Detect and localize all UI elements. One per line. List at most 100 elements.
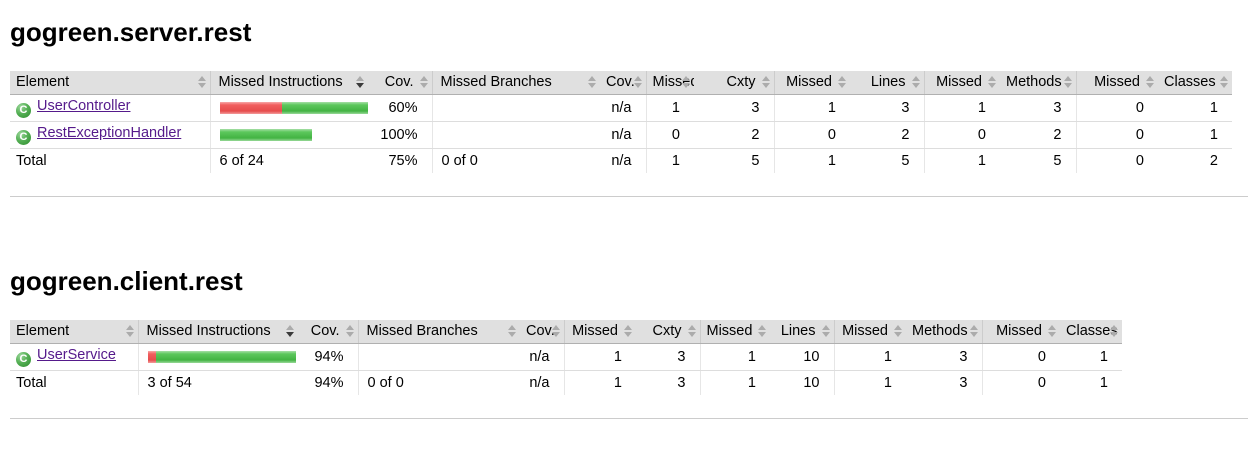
cell-total-instr-cov: 94%: [314, 374, 344, 391]
cell-missed-cxty: 0: [645, 121, 694, 149]
cell-total-methods: 5: [1053, 152, 1062, 169]
cell-total-cxty: 3: [677, 374, 686, 391]
sort-icon: [821, 325, 830, 338]
cell-branch-bar: [357, 343, 520, 371]
sort-icon: [1110, 325, 1118, 338]
column-header-cxty[interactable]: Cxty: [636, 320, 700, 344]
cell-lines: 10: [770, 343, 834, 371]
cell-total-missed-classes: 0: [1075, 148, 1158, 173]
column-header-classes[interactable]: Classes: [1060, 320, 1122, 344]
sort-icon: [682, 76, 690, 89]
cell-element: C UserService: [10, 343, 138, 371]
cell-total-lines: 5: [901, 152, 910, 169]
header-row: Element Missed Instructions Cov. Missed …: [10, 320, 1122, 344]
column-header-element[interactable]: Element: [10, 320, 138, 344]
cell-total-label: Total: [16, 152, 47, 169]
column-header-missed-methods[interactable]: Missed: [923, 71, 1000, 95]
column-header-branch-cov[interactable]: Cov.: [520, 320, 564, 344]
sort-icon: [1220, 76, 1228, 89]
cell-cxty: 3: [636, 343, 700, 371]
sort-desc-icon: [356, 76, 364, 89]
missed-instructions-bar: [147, 350, 156, 363]
column-header-missed-cxty[interactable]: Missed: [563, 320, 636, 344]
column-header-element[interactable]: Element: [10, 71, 210, 95]
column-header-instr-cov[interactable]: Cov.: [368, 71, 432, 95]
coverage-table: Element Missed Instructions Cov. Missed …: [10, 71, 1232, 173]
column-header-missed-methods[interactable]: Missed: [833, 320, 906, 344]
column-header-methods[interactable]: Methods: [906, 320, 982, 344]
cell-missed-cxty: 1: [645, 94, 694, 122]
column-header-cxty[interactable]: Cxty: [694, 71, 774, 95]
sort-icon: [1146, 76, 1154, 89]
column-header-missed-instructions[interactable]: Missed Instructions: [137, 320, 298, 344]
cell-classes: 1: [1158, 94, 1232, 122]
column-header-missed-classes[interactable]: Missed: [1075, 71, 1158, 95]
missed-instructions-bar: [219, 101, 282, 114]
cell-total-label: Total: [16, 374, 47, 391]
cell-total-missed-branches: 0 of 0: [357, 370, 520, 395]
cell-missed-methods: 1: [923, 94, 1000, 122]
table-row: C RestExceptionHandler 100% n/a 0 2 0 2 0…: [10, 121, 1232, 149]
sort-icon: [197, 76, 206, 89]
cell-total-cxty: 5: [751, 152, 760, 169]
column-header-branch-cov[interactable]: Cov.: [600, 71, 646, 95]
sort-icon: [969, 325, 978, 338]
cell-total-methods: 3: [959, 374, 968, 391]
cell-total-classes: 1: [1099, 374, 1108, 391]
sort-icon: [624, 325, 632, 338]
cell-cxty: 2: [694, 121, 774, 149]
element-link[interactable]: UserService: [37, 346, 116, 363]
section-divider: [10, 418, 1248, 419]
cell-total-missed-classes: 0: [981, 370, 1060, 395]
cell-lines: 3: [850, 94, 924, 122]
column-header-lines[interactable]: Lines: [770, 320, 834, 344]
cell-lines: 2: [850, 121, 924, 149]
column-header-missed-cxty[interactable]: Missed: [645, 71, 694, 95]
column-header-missed-lines[interactable]: Missed: [773, 71, 850, 95]
cell-total-missed-cxty: 1: [645, 148, 694, 173]
column-header-missed-branches[interactable]: Missed Branches: [431, 71, 600, 95]
sort-icon: [345, 325, 354, 338]
cell-missed-lines: 0: [773, 121, 850, 149]
table-row: C UserController 60% n/a 1 3 1 3 1 3 0 1: [10, 94, 1232, 122]
cell-instr-bar: [137, 343, 298, 371]
column-header-methods[interactable]: Methods: [1000, 71, 1076, 95]
cell-total-branch-cov: n/a: [529, 374, 550, 391]
cell-missed-methods: 0: [923, 121, 1000, 149]
cell-missed-classes: 0: [1075, 94, 1158, 122]
column-header-missed-classes[interactable]: Missed: [981, 320, 1060, 344]
column-header-lines[interactable]: Lines: [850, 71, 924, 95]
cell-missed-cxty: 1: [563, 343, 636, 371]
sort-icon: [1063, 76, 1072, 89]
cell-total-instr-cov: 75%: [388, 152, 418, 169]
cell-total-missed-instructions: 6 of 24: [209, 148, 368, 173]
column-header-missed-lines[interactable]: Missed: [699, 320, 770, 344]
sort-icon: [761, 76, 770, 89]
sort-icon: [508, 325, 516, 338]
column-header-instr-cov[interactable]: Cov.: [298, 320, 358, 344]
covered-instructions-bar: [281, 101, 368, 114]
cell-methods: 3: [1000, 94, 1076, 122]
sort-icon: [988, 76, 996, 89]
cell-classes: 1: [1158, 121, 1232, 149]
cell-total-missed-lines: 1: [773, 148, 850, 173]
sort-icon: [911, 76, 920, 89]
element-link[interactable]: UserController: [37, 97, 131, 114]
sort-icon: [419, 76, 428, 89]
column-header-missed-instructions[interactable]: Missed Instructions: [209, 71, 368, 95]
cell-total-missed-methods: 1: [833, 370, 906, 395]
cell-instr-bar: [209, 121, 368, 149]
element-link[interactable]: RestExceptionHandler: [37, 124, 182, 141]
cell-cxty: 3: [694, 94, 774, 122]
cell-instr-cov: 60%: [368, 94, 432, 122]
cell-methods: 2: [1000, 121, 1076, 149]
cell-total-missed-instructions: 3 of 54: [137, 370, 298, 395]
column-header-classes[interactable]: Classes: [1158, 71, 1232, 95]
sort-icon: [633, 76, 642, 89]
column-header-missed-branches[interactable]: Missed Branches: [357, 320, 520, 344]
cell-methods: 3: [906, 343, 982, 371]
cell-branch-cov: n/a: [600, 94, 646, 122]
cell-missed-lines: 1: [699, 343, 770, 371]
sort-icon: [687, 325, 696, 338]
